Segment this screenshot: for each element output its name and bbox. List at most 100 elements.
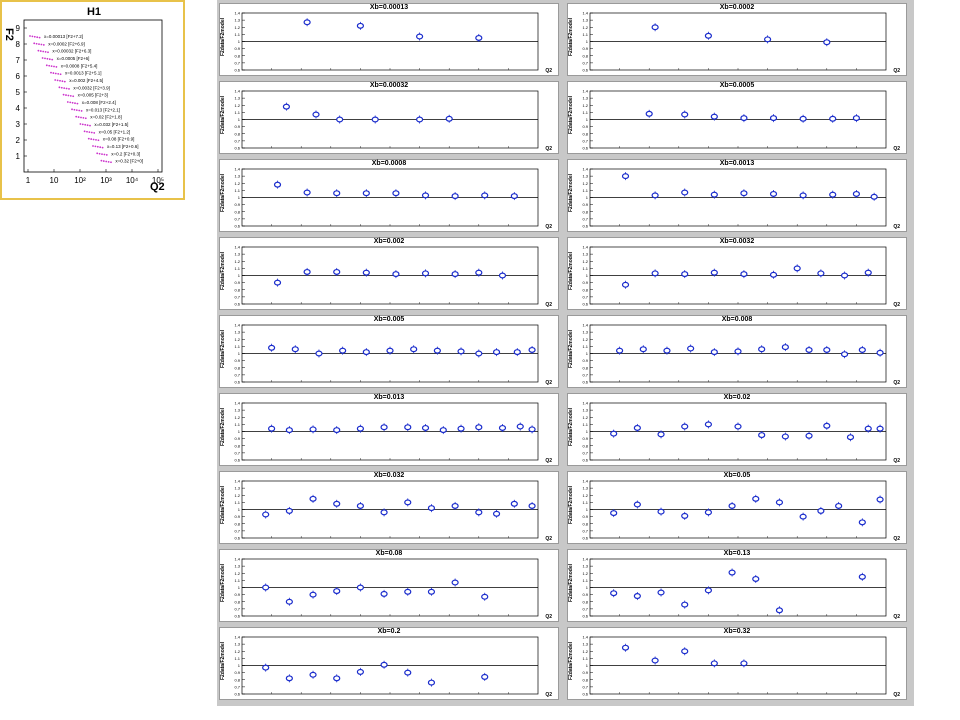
panel-y-tick-label: 0.8 xyxy=(582,599,588,604)
inset-series-label: x=0.00032 [F2+6.3] xyxy=(52,49,91,54)
inset-data-point xyxy=(75,109,78,112)
panel-y-tick-label: 1.4 xyxy=(234,245,240,250)
data-point xyxy=(710,191,718,198)
data-point xyxy=(404,499,412,506)
panel-y-tick-label: 1.4 xyxy=(582,401,588,406)
ratio-panel: Xb=0.032 F2data/F2model Q2 0.6 0.7 0.8 0.9 1 1.1… xyxy=(219,471,559,544)
panel-y-tick-label: 0.8 xyxy=(582,521,588,526)
inset-data-point xyxy=(68,88,70,90)
inset-data-point xyxy=(98,152,101,155)
panel-y-tick-label: 1.2 xyxy=(582,337,588,342)
panel-x-label: Q2 xyxy=(893,68,900,74)
data-point xyxy=(769,271,778,278)
data-point xyxy=(421,192,430,199)
panel-y-tick-label: 1.2 xyxy=(234,415,240,420)
ratio-panel: Xb=0.0002 F2data/F2model Q2 0.6 0.7 0.8 0.9 1 1.… xyxy=(567,3,907,76)
data-point xyxy=(799,192,807,199)
inset-data-point xyxy=(105,160,108,163)
inset-series-label: x=0.05 [F2+1.2] xyxy=(99,129,131,134)
data-point xyxy=(380,509,388,516)
panel-y-tick-label: 1.3 xyxy=(234,96,240,101)
panel-y-tick-label: 0.8 xyxy=(582,365,588,370)
data-point xyxy=(475,350,483,357)
data-point xyxy=(704,509,712,516)
inset-data-point xyxy=(59,79,61,82)
inset-data-point xyxy=(48,64,51,67)
panel-title: Xb=0.002 xyxy=(373,238,405,245)
panel-y-tick-label: 0.9 xyxy=(234,202,240,207)
panel-y-tick-label: 0.9 xyxy=(582,592,588,597)
inset-data-point xyxy=(58,86,61,89)
inset-series-label: x=0.013 [F2+2.1] xyxy=(86,107,120,112)
panel-y-tick-label: 0.7 xyxy=(582,606,588,611)
panel-y-tick-label: 1.4 xyxy=(234,401,240,406)
data-point xyxy=(610,430,618,437)
panel-title: Xb=0.013 xyxy=(373,394,405,401)
inset-data-point xyxy=(38,36,41,39)
ratio-panel: Xb=0.00013 F2data/F2model Q2 0.6 0.7 0.8 0.9 1 1… xyxy=(219,3,559,76)
data-point xyxy=(704,32,712,39)
data-point xyxy=(481,192,489,199)
data-point xyxy=(852,190,860,197)
data-point xyxy=(498,272,507,279)
panel-y-tick-label: 1.2 xyxy=(582,493,588,498)
data-point xyxy=(475,34,483,41)
data-point xyxy=(657,589,665,596)
panel-y-tick-label: 1.1 xyxy=(234,188,240,193)
panel-y-tick-label: 0.8 xyxy=(582,287,588,292)
panel-y-tick-label: 1.2 xyxy=(582,25,588,30)
data-point xyxy=(740,115,748,122)
data-point xyxy=(451,579,459,586)
panel-y-tick-label: 1 xyxy=(586,195,589,200)
data-point xyxy=(475,424,483,431)
panel-y-tick-label: 0.6 xyxy=(582,692,588,697)
data-point xyxy=(840,351,849,358)
inset-data-point xyxy=(90,131,93,134)
data-point xyxy=(829,191,837,198)
data-point xyxy=(427,505,436,512)
data-point xyxy=(870,193,878,200)
inset-data-point xyxy=(39,50,42,52)
inset-data-point xyxy=(65,94,67,96)
data-point xyxy=(421,270,430,277)
data-point xyxy=(498,424,507,431)
data-point xyxy=(285,507,293,514)
panel-y-tick-label: 0.8 xyxy=(234,53,240,58)
inset-data-point xyxy=(78,109,81,112)
inset-series-label: x=0.13 [F2+0.6] xyxy=(107,144,139,149)
inset-data-point xyxy=(80,110,83,112)
inset-x-tick-label: 1 xyxy=(26,176,31,185)
panel-y-tick-label: 0.8 xyxy=(234,131,240,136)
panel-y-tick-label: 0.8 xyxy=(234,521,240,526)
panel-y-tick-label: 1.1 xyxy=(234,578,240,583)
data-point xyxy=(858,346,866,353)
inset-data-point xyxy=(59,73,62,76)
data-point xyxy=(633,593,641,600)
panel-y-tick-label: 1.3 xyxy=(234,330,240,335)
panel-y-tick-label: 0.6 xyxy=(234,146,240,151)
data-point xyxy=(823,39,831,46)
panel-plot: 0.6 0.7 0.8 0.9 1 1.1 1.2 1.3 1.4 xyxy=(582,89,887,151)
panel-y-tick-label: 1.2 xyxy=(234,337,240,342)
panel-y-tick-label: 0.7 xyxy=(234,138,240,143)
data-point xyxy=(356,668,364,675)
panel-y-tick-label: 1.2 xyxy=(234,181,240,186)
panel-y-tick-label: 1.1 xyxy=(582,110,588,115)
data-point xyxy=(309,495,317,502)
data-point xyxy=(262,511,270,518)
panel-y-tick-label: 1.2 xyxy=(582,259,588,264)
data-point xyxy=(267,344,276,351)
panel-y-tick-label: 1.4 xyxy=(582,479,588,484)
data-point xyxy=(740,271,748,278)
data-point xyxy=(805,432,813,439)
panel-y-tick-label: 1 xyxy=(238,663,241,668)
inset-data-point xyxy=(86,124,89,127)
inset-data-point xyxy=(94,145,97,148)
panel-title: Xb=0.0032 xyxy=(719,238,755,245)
panel-title: Xb=0.008 xyxy=(721,316,753,323)
data-point xyxy=(356,425,364,432)
panel-y-tick-label: 0.9 xyxy=(582,202,588,207)
panel-title: Xb=0.005 xyxy=(373,316,405,323)
data-point xyxy=(728,569,736,576)
inset-y-tick-label: 6 xyxy=(16,72,21,81)
